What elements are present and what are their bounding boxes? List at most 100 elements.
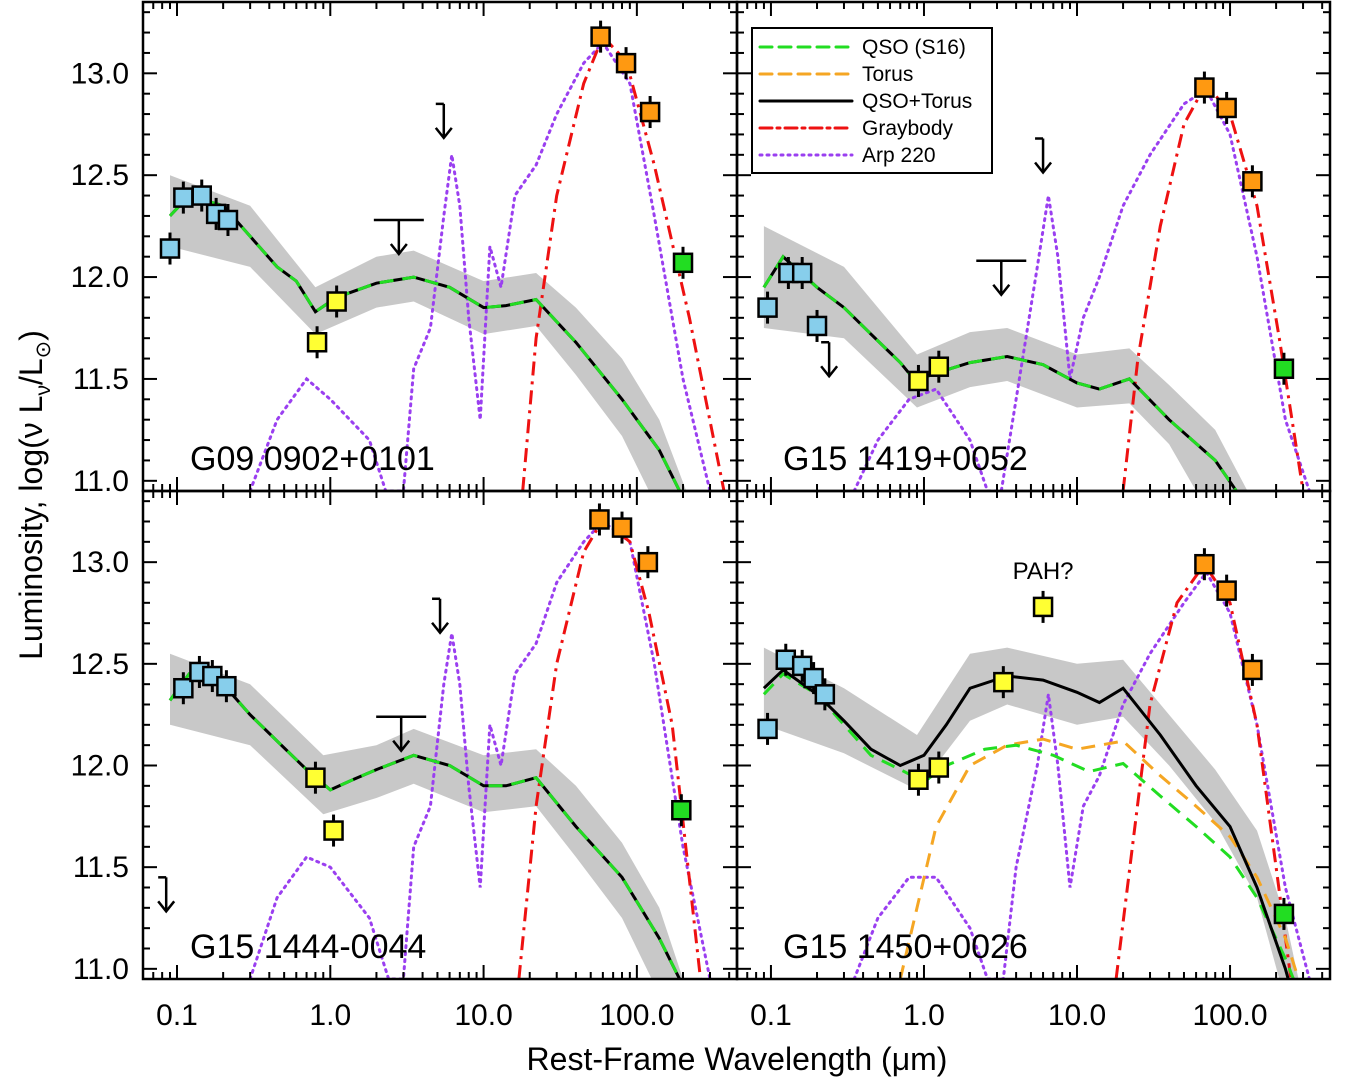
upper-limit-arrow bbox=[1034, 161, 1053, 175]
x-tick-label: 100.0 bbox=[1192, 999, 1267, 1032]
qso-s16-line bbox=[168, 672, 681, 979]
x-tick-label: 0.1 bbox=[156, 999, 198, 1032]
y-tick-label: 12.0 bbox=[71, 750, 129, 783]
y-tick-label: 12.0 bbox=[71, 261, 129, 294]
model-uncertainty-band bbox=[763, 647, 1299, 979]
x-tick-label: 100.0 bbox=[599, 999, 674, 1032]
nir-data-point bbox=[305, 767, 326, 788]
panel-label: G15 1450+0026 bbox=[783, 928, 1028, 966]
submm-data-point bbox=[1273, 358, 1295, 379]
panel-label: G15 1419+0052 bbox=[783, 440, 1028, 478]
legend: QSO (S16) Torus QSO+Torus Graybody Arp 220 bbox=[751, 27, 993, 174]
uv-optical-data-point bbox=[191, 185, 212, 206]
fir-data-point bbox=[615, 52, 637, 74]
upper-limit-arrow bbox=[392, 739, 411, 753]
x-tick-label: 1.0 bbox=[903, 999, 945, 1032]
uv-optical-data-point bbox=[173, 187, 194, 208]
uv-optical-data-point bbox=[757, 297, 778, 318]
x-tick-label: 10.0 bbox=[454, 999, 512, 1032]
fir-data-point bbox=[590, 26, 611, 47]
panel-4: PAH? 0.1 1.0 10.0 100.0 G15 1450+0026 bbox=[735, 489, 1332, 1032]
y-tick-label: 13.0 bbox=[71, 57, 129, 90]
nir-data-point bbox=[306, 332, 328, 353]
fir-data-point bbox=[1216, 580, 1237, 601]
panel-3: 11.0 11.5 12.0 12.5 13.0 0.1 1.0 10.0 100.0 G15 1… bbox=[71, 489, 739, 1032]
submm-data-point bbox=[671, 799, 692, 821]
panel-plot-area bbox=[757, 548, 1311, 979]
y-axis-title-sub-nu: ν bbox=[32, 385, 55, 396]
fir-data-point bbox=[1216, 97, 1237, 119]
fir-data-point bbox=[611, 517, 633, 538]
nir-data-point bbox=[928, 356, 950, 377]
fir-data-point bbox=[1242, 659, 1263, 681]
legend-label: Arp 220 bbox=[862, 144, 936, 167]
y-axis-title: Luminosity, log(ν Lν/L⊙) bbox=[13, 330, 55, 660]
nir-data-point bbox=[326, 291, 347, 312]
upper-limit-arrow bbox=[820, 365, 839, 379]
panel-ticks bbox=[142, 491, 737, 979]
x-tick-label: 0.1 bbox=[750, 999, 792, 1032]
upper-limit-arrow bbox=[431, 621, 450, 635]
qso-s16-line bbox=[762, 254, 1238, 491]
panel-frame bbox=[735, 489, 1332, 981]
graybody-line bbox=[1114, 561, 1293, 979]
uv-optical-data-point bbox=[159, 238, 181, 259]
uv-optical-data-point bbox=[216, 675, 237, 697]
panel-label: G09 0902+0101 bbox=[190, 440, 435, 478]
nir-data-point bbox=[323, 820, 344, 841]
uv-optical-data-point bbox=[806, 315, 828, 337]
y-tick-label: 12.5 bbox=[71, 159, 129, 192]
upper-limit-arrow bbox=[434, 127, 453, 140]
upper-limit-arrow bbox=[992, 283, 1011, 297]
nir-data-point bbox=[928, 757, 950, 778]
panel-label: G15 1444-0044 bbox=[190, 928, 426, 966]
nir-data-point bbox=[1032, 596, 1054, 618]
fir-data-point bbox=[637, 551, 659, 573]
y-tick-label: 13.0 bbox=[71, 546, 129, 579]
fir-data-point bbox=[1194, 553, 1215, 575]
fir-data-point bbox=[589, 509, 610, 530]
fir-data-point bbox=[639, 101, 661, 123]
legend-items: QSO (S16) Torus QSO+Torus Graybody Arp 220 bbox=[758, 36, 972, 167]
panel-plot-area bbox=[757, 71, 1311, 491]
upper-limit-arrow bbox=[389, 243, 408, 257]
uv-optical-data-point bbox=[791, 262, 813, 284]
model-uncertainty-band bbox=[763, 226, 1248, 491]
uv-optical-data-point bbox=[757, 718, 778, 740]
panel-plot-area bbox=[159, 20, 726, 491]
y-tick-label: 11.0 bbox=[73, 465, 129, 498]
x-tick-label: 1.0 bbox=[309, 999, 351, 1032]
legend-label: Graybody bbox=[862, 117, 954, 140]
y-tick-label: 11.5 bbox=[73, 363, 129, 396]
y-axis-title-sun-symbol: ⊙ bbox=[32, 341, 55, 359]
y-tick-label: 12.5 bbox=[71, 648, 129, 681]
uv-optical-data-point bbox=[217, 209, 239, 231]
panel-ticks bbox=[142, 2, 737, 491]
panel-ticks bbox=[736, 491, 1330, 979]
qso-s16-line bbox=[168, 193, 681, 491]
nir-data-point bbox=[993, 671, 1014, 693]
legend-label: QSO (S16) bbox=[862, 36, 966, 59]
panels-group: 11.0 11.5 12.0 12.5 13.0 G09 0902+0101 G15 141… bbox=[71, 0, 1332, 1032]
submm-data-point bbox=[672, 252, 694, 274]
y-axis-title-part-3: ) bbox=[13, 330, 49, 341]
pah-annotation: PAH? bbox=[1013, 558, 1074, 585]
x-axis-title: Rest-Frame Wavelength (μm) bbox=[527, 1041, 948, 1077]
uv-optical-data-point bbox=[173, 677, 194, 699]
panel-1: 11.0 11.5 12.0 12.5 13.0 G09 0902+0101 bbox=[71, 0, 739, 498]
y-axis-title-part-1: Luminosity, log(ν L bbox=[13, 396, 49, 660]
y-tick-label: 11.5 bbox=[73, 851, 129, 884]
fir-data-point bbox=[1242, 171, 1263, 192]
nir-data-point bbox=[908, 769, 929, 790]
graybody-line bbox=[517, 517, 702, 979]
y-tick-label: 11.0 bbox=[73, 953, 129, 986]
nir-data-point bbox=[908, 370, 929, 392]
uv-optical-data-point bbox=[814, 684, 836, 705]
y-axis-title-part-2: /L bbox=[13, 358, 49, 385]
x-tick-label: 10.0 bbox=[1048, 999, 1106, 1032]
upper-limit-arrow bbox=[157, 900, 176, 914]
torus-line bbox=[898, 737, 1300, 979]
qso-s16-line bbox=[762, 672, 1295, 979]
legend-label: Torus bbox=[862, 63, 913, 86]
